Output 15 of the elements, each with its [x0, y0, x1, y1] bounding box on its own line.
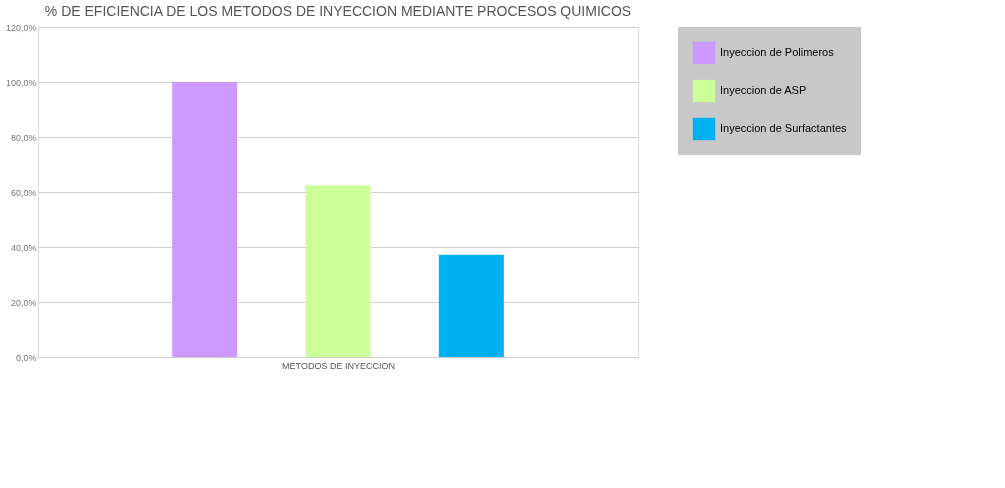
y-tick-label: 60,0% [10, 187, 37, 198]
y-tick-label: 120,0% [5, 22, 37, 33]
legend-label: Inyeccion de Polimeros [720, 46, 835, 58]
legend-label: Inyeccion de Surfactantes [720, 122, 848, 134]
y-tick-label: 0,0% [15, 352, 37, 363]
chart-title: % DE EFICIENCIA DE LOS METODOS DE INYECCION MEDIANTE PROCESOS QUIMICOS [44, 3, 632, 19]
legend-label: Inyeccion de ASP [720, 84, 807, 96]
y-tick-label: 20,0% [10, 297, 37, 308]
y-tick-label: 40,0% [10, 242, 37, 253]
bar [172, 82, 238, 357]
bar [305, 185, 371, 357]
y-tick-label: 100,0% [5, 77, 37, 88]
bar [438, 254, 504, 357]
y-tick-label: 80,0% [10, 132, 37, 143]
x-axis-title: METODOS DE INYECCION [282, 360, 395, 371]
